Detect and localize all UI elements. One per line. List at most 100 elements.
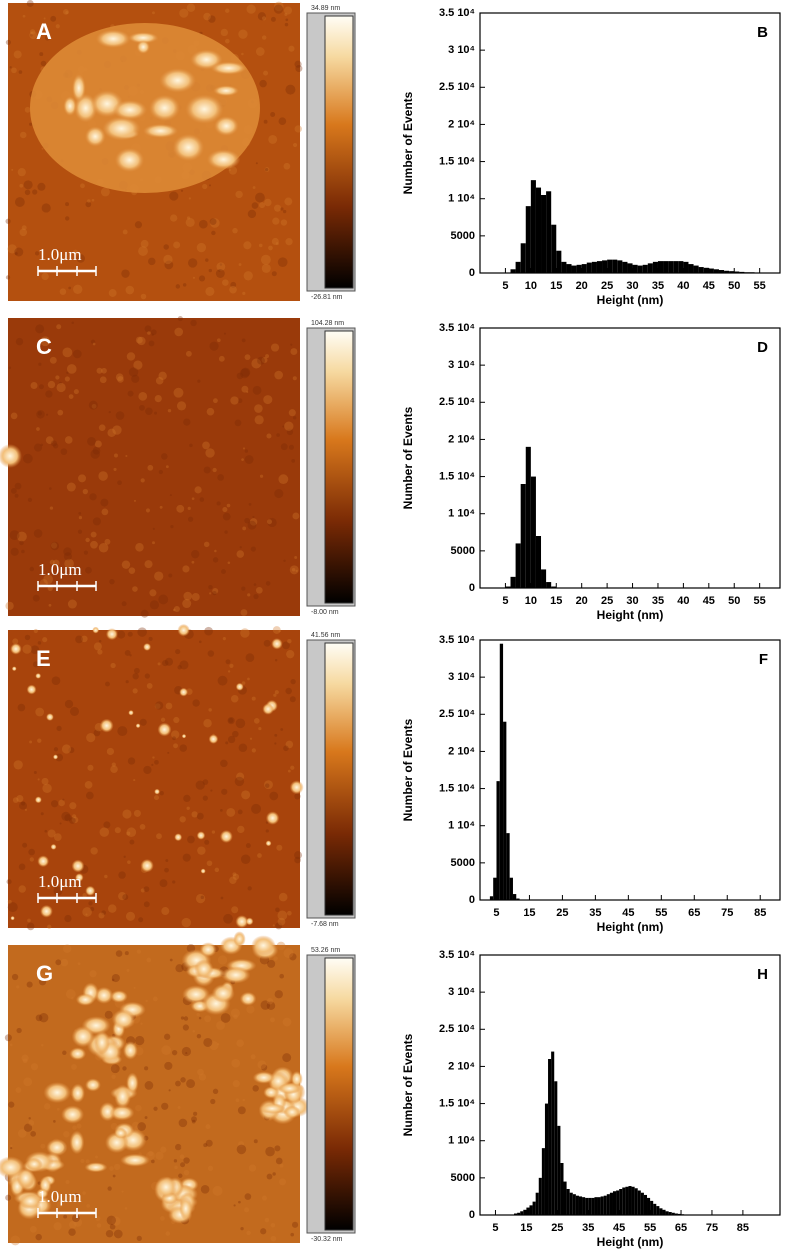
y-tick-label: 1.5 10⁴ [439,1097,475,1109]
texture [162,659,169,667]
texture [16,985,20,989]
texture [46,413,49,416]
texture [187,835,195,844]
texture [49,559,55,565]
texture [21,225,27,231]
texture [217,955,228,965]
bar [634,1188,638,1215]
texture [78,515,83,520]
feature [37,855,50,868]
texture [255,192,265,203]
texture [98,912,105,919]
texture [9,1043,13,1047]
texture [123,855,126,858]
texture [257,853,262,858]
image-background [8,630,300,928]
texture [180,1077,186,1083]
texture [113,1229,123,1239]
x-tick-label: 5 [492,1222,498,1234]
x-axis-label: Height (nm) [597,293,664,307]
texture [244,1193,252,1200]
bar [576,264,582,273]
feature [94,986,114,1004]
texture [72,1214,80,1223]
bar [585,1197,589,1215]
texture [289,565,299,575]
texture [50,542,58,549]
colorbar-max: 34.89 nm [311,5,340,12]
feature [142,123,179,138]
texture [153,795,160,801]
texture [41,147,44,150]
texture [21,549,25,554]
bar [517,1212,521,1215]
texture [198,275,206,282]
texture [247,886,252,891]
texture [235,718,246,729]
texture [241,681,246,685]
texture [211,230,216,236]
texture [263,639,271,647]
texture [156,833,162,840]
texture [261,263,271,273]
feature [143,643,152,651]
texture [104,538,111,545]
y-tick-label: 2 10⁴ [448,118,475,130]
texture [152,756,155,759]
texture [50,15,57,22]
texture [232,227,238,234]
texture [242,291,246,295]
feature [120,1153,151,1167]
feature [206,149,241,170]
texture [270,1222,276,1228]
texture [5,275,11,280]
texture [64,558,74,569]
texture [259,202,266,209]
texture [259,79,267,88]
texture [286,428,294,436]
texture [125,911,136,921]
texture [14,247,24,257]
bar [516,898,520,900]
texture [210,1098,216,1105]
texture [292,512,300,520]
texture [51,676,61,686]
texture [45,436,54,444]
texture [183,794,191,803]
colorbar [324,642,354,916]
texture [206,860,213,867]
texture [95,1155,98,1159]
texture [26,922,35,931]
panel-letter: G [36,961,53,986]
texture [222,637,226,641]
texture [207,650,215,657]
colorbar-min: -8.00 nm [311,609,339,616]
texture [80,183,85,189]
texture [55,24,60,29]
texture [7,244,17,254]
x-tick-label: 5 [493,907,499,919]
texture [274,690,279,695]
texture [170,525,174,529]
texture [143,886,150,893]
texture [259,474,264,478]
texture [109,1223,116,1230]
texture [154,571,164,581]
texture [266,1173,273,1180]
colorbar-max: 41.56 nm [311,632,340,639]
texture [186,806,190,810]
texture [252,186,256,189]
bar [663,261,669,273]
texture [280,207,284,211]
texture [122,809,132,819]
x-axis-label: Height (nm) [597,608,664,622]
texture [169,494,172,497]
texture [78,511,82,515]
texture [292,142,298,148]
texture [216,501,221,506]
bar [546,191,552,273]
texture [179,660,189,670]
texture [185,217,195,227]
bar [662,1209,666,1215]
texture [263,119,268,124]
